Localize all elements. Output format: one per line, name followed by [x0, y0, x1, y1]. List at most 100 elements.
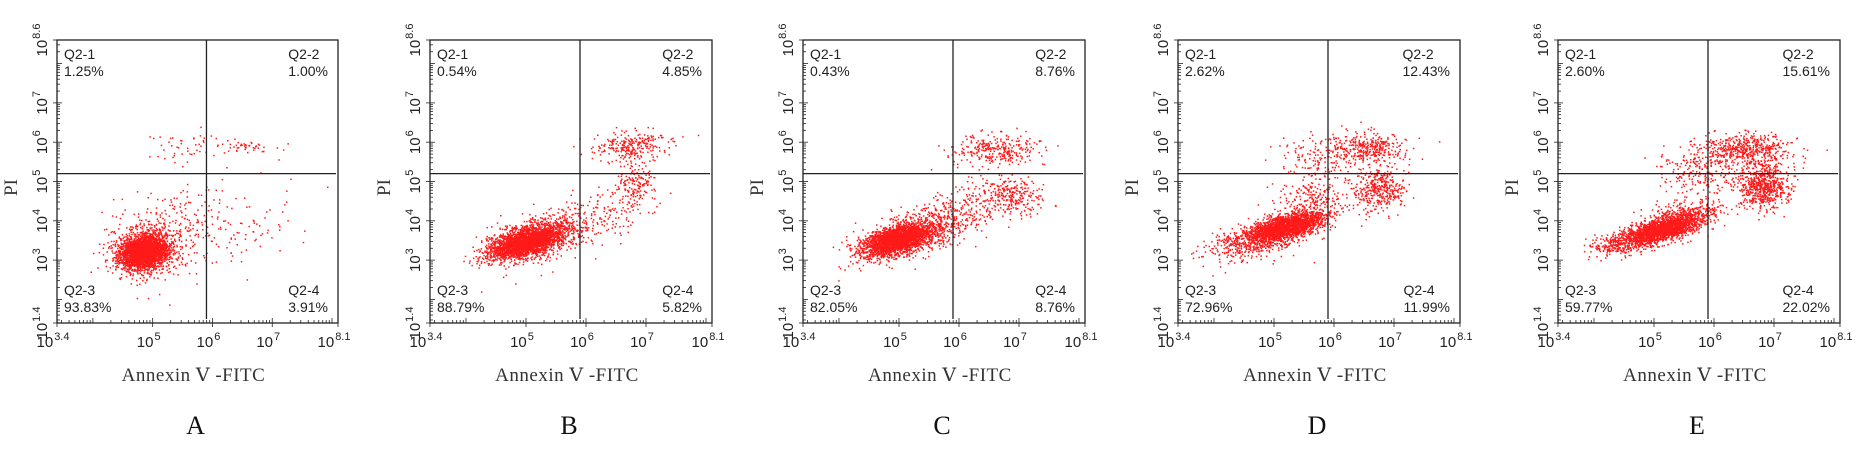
data-point [122, 256, 125, 258]
data-point [157, 238, 159, 241]
data-point [127, 254, 129, 256]
data-point [241, 222, 243, 225]
data-point [135, 260, 137, 263]
data-point [139, 250, 142, 252]
data-point [150, 246, 152, 248]
data-point [125, 260, 127, 262]
data-point [132, 242, 134, 245]
data-point [130, 283, 132, 285]
data-point [98, 243, 101, 245]
data-point [158, 239, 161, 242]
data-point [162, 227, 164, 229]
data-point [164, 256, 166, 258]
data-point [477, 257, 479, 260]
data-point [130, 257, 132, 259]
data-point [157, 246, 159, 249]
data-point [164, 258, 167, 261]
data-point [236, 149, 238, 152]
data-point [248, 225, 250, 228]
data-point [129, 260, 132, 263]
data-point [161, 252, 164, 254]
data-point [507, 247, 509, 249]
data-point [135, 256, 138, 259]
data-point [512, 234, 514, 236]
data-point [155, 244, 157, 247]
data-point [236, 231, 238, 234]
data-point [140, 252, 142, 254]
data-point [134, 245, 137, 247]
data-point [115, 266, 117, 268]
data-point [140, 242, 142, 244]
data-point [157, 155, 159, 158]
data-point [495, 255, 498, 257]
data-point [135, 256, 137, 258]
data-point [266, 232, 269, 234]
data-point [112, 252, 114, 254]
data-point [227, 150, 230, 152]
data-point [144, 282, 147, 284]
data-point [120, 245, 122, 248]
data-point [511, 248, 514, 250]
data-point [240, 144, 242, 147]
data-point [132, 241, 135, 244]
data-point [137, 257, 139, 259]
data-point [247, 151, 249, 154]
data-point [506, 252, 508, 254]
data-point [153, 250, 155, 252]
data-point [154, 232, 157, 234]
data-point [137, 237, 140, 239]
data-point [503, 259, 506, 261]
data-point [167, 229, 170, 231]
data-point [536, 242, 538, 245]
x-tick-label: 106 [197, 331, 221, 351]
data-point [196, 252, 198, 254]
data-point [115, 216, 118, 218]
data-point [477, 259, 480, 261]
data-point [150, 271, 152, 273]
data-point [179, 233, 181, 236]
data-point [137, 240, 139, 242]
data-point [131, 268, 134, 271]
data-point [148, 248, 151, 250]
data-point [145, 245, 148, 247]
data-point [238, 147, 240, 149]
data-point [126, 258, 129, 261]
data-point [143, 270, 145, 272]
data-point [164, 244, 166, 246]
data-point [164, 243, 166, 245]
data-point [105, 265, 108, 268]
data-point [141, 260, 144, 262]
data-point [130, 250, 132, 253]
data-point [163, 149, 165, 151]
data-point [129, 268, 131, 270]
data-point [179, 222, 182, 225]
data-point [161, 259, 163, 261]
data-point [139, 266, 141, 268]
data-point [221, 190, 224, 192]
data-point [510, 258, 512, 260]
data-point [161, 226, 163, 228]
data-point [136, 271, 138, 273]
data-point [142, 280, 144, 282]
data-point [159, 214, 161, 216]
data-point [140, 259, 142, 262]
data-point [112, 243, 114, 246]
data-point [138, 244, 140, 246]
data-point [145, 234, 147, 237]
data-point [135, 250, 138, 252]
data-point [135, 255, 137, 257]
data-point [142, 233, 145, 235]
data-point [223, 152, 226, 154]
data-point [131, 264, 134, 267]
data-point [164, 279, 166, 281]
data-point [126, 251, 129, 253]
data-point [257, 147, 260, 149]
data-point [150, 260, 152, 262]
data-point [163, 254, 165, 256]
data-point [155, 233, 158, 235]
data-point [148, 255, 150, 258]
data-point [158, 237, 160, 240]
data-point [252, 147, 255, 149]
data-point [153, 252, 155, 254]
data-point [169, 255, 172, 258]
